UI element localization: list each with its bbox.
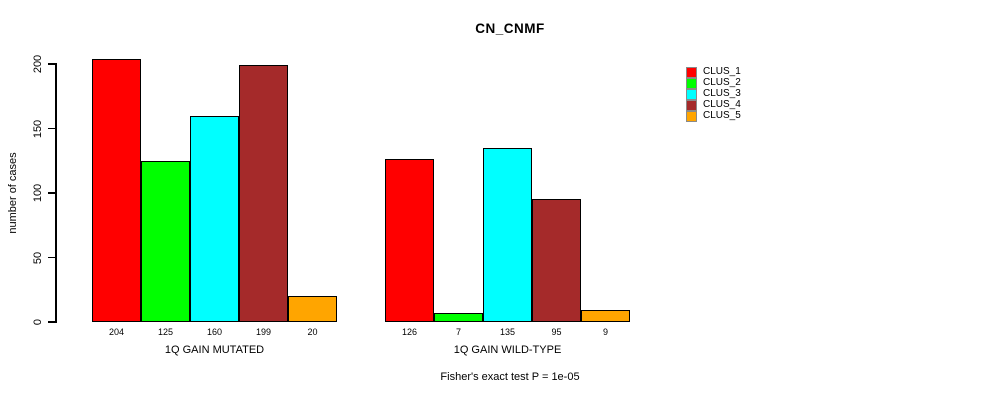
legend-label: CLUS_1 bbox=[703, 66, 741, 78]
legend-item: CLUS_5 bbox=[686, 111, 741, 122]
bar bbox=[141, 160, 190, 322]
legend-swatch bbox=[686, 77, 697, 89]
y-axis-label: number of cases bbox=[7, 152, 19, 234]
legend-label: CLUS_4 bbox=[703, 99, 741, 111]
legend-swatch bbox=[686, 66, 697, 78]
bar bbox=[288, 296, 337, 322]
bar-value-label: 20 bbox=[307, 327, 318, 337]
bar-value-label: 95 bbox=[551, 327, 562, 337]
legend-item: CLUS_1 bbox=[686, 67, 741, 78]
legend-swatch bbox=[686, 88, 697, 100]
bar bbox=[581, 310, 630, 322]
group-label: 1Q GAIN WILD-TYPE bbox=[453, 344, 562, 356]
bar bbox=[532, 199, 581, 322]
legend-item: CLUS_2 bbox=[686, 78, 741, 89]
legend-item: CLUS_3 bbox=[686, 89, 741, 100]
bar bbox=[190, 115, 239, 322]
y-tick-label: 200 bbox=[32, 54, 44, 74]
bar-value-label: 199 bbox=[255, 327, 272, 337]
annotation-text: Fisher's exact test P = 1e-05 bbox=[440, 371, 580, 383]
bar-value-label: 204 bbox=[108, 327, 125, 337]
group-label: 1Q GAIN MUTATED bbox=[164, 344, 265, 356]
legend-swatch bbox=[686, 110, 697, 122]
bar bbox=[239, 65, 288, 322]
legend-swatch bbox=[686, 99, 697, 111]
y-tick bbox=[48, 256, 55, 259]
bar-value-label: 125 bbox=[157, 327, 174, 337]
y-tick bbox=[48, 321, 55, 323]
y-tick-label: 100 bbox=[32, 183, 44, 203]
y-tick bbox=[48, 63, 55, 65]
legend-label: CLUS_2 bbox=[703, 77, 741, 89]
y-tick bbox=[48, 127, 55, 130]
legend: CLUS_1 CLUS_2 CLUS_3 CLUS_4 CLUS_5 bbox=[686, 67, 741, 122]
bar-value-label: 7 bbox=[455, 327, 461, 337]
bar bbox=[92, 58, 141, 322]
legend-item: CLUS_4 bbox=[686, 100, 741, 111]
y-tick-label: 150 bbox=[32, 119, 44, 138]
y-axis-line bbox=[55, 63, 57, 323]
bar-value-label: 126 bbox=[401, 327, 418, 337]
bar bbox=[434, 312, 483, 322]
bar bbox=[385, 159, 434, 322]
y-tick-label: 50 bbox=[32, 251, 44, 264]
y-tick-label: 0 bbox=[32, 318, 44, 326]
bar bbox=[483, 147, 532, 322]
chart-title: CN_CNMF bbox=[475, 21, 545, 36]
legend-label: CLUS_5 bbox=[703, 110, 741, 121]
y-tick bbox=[48, 192, 55, 194]
bar-value-label: 9 bbox=[602, 327, 608, 337]
bar-value-label: 135 bbox=[499, 327, 516, 337]
bar-value-label: 160 bbox=[206, 327, 223, 337]
legend-label: CLUS_3 bbox=[703, 88, 741, 100]
